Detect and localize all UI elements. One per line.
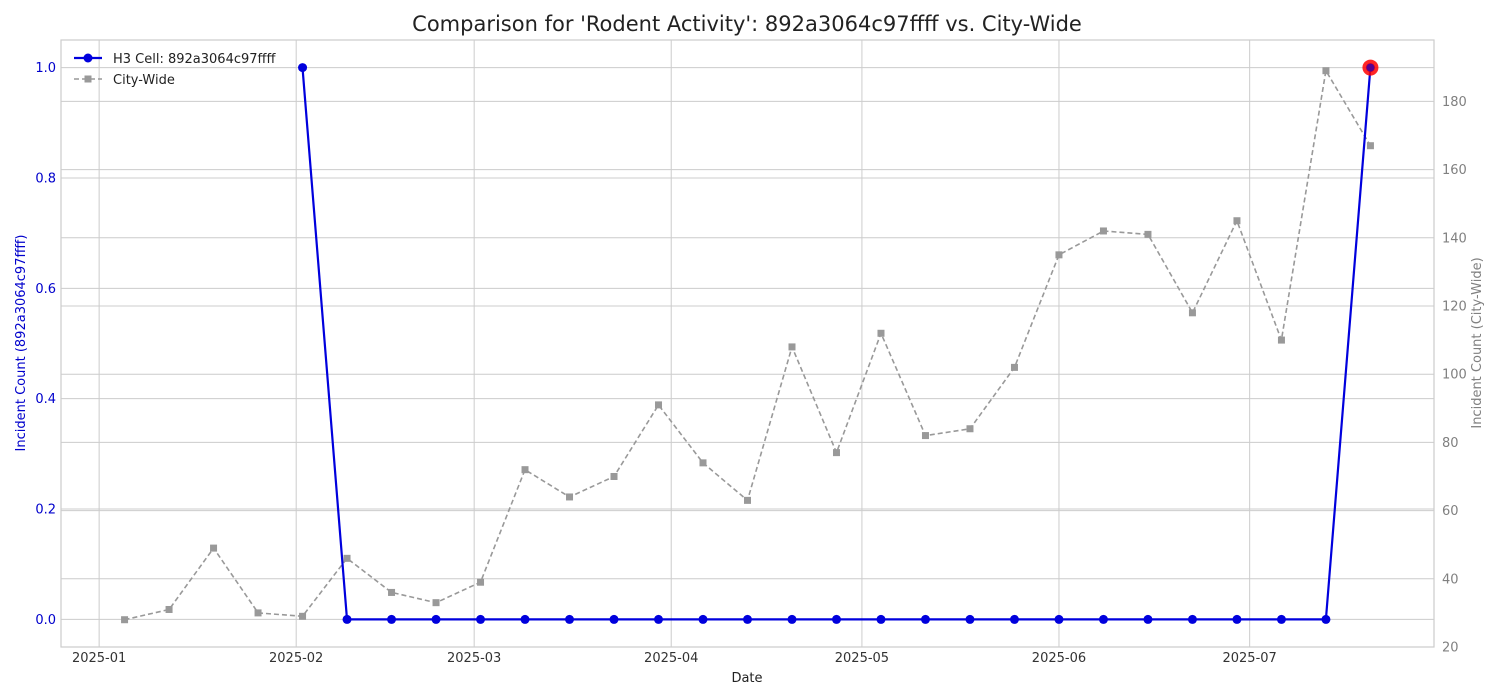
city-wide-point: [1099, 227, 1107, 235]
y-tick-label-right: 120: [1442, 299, 1467, 314]
y-axis-label-right: Incident Count (City-Wide): [1470, 257, 1485, 428]
y-tick-label-right: 180: [1442, 95, 1467, 110]
city-wide-point: [921, 432, 929, 440]
h3-cell-point: [1098, 614, 1108, 624]
city-wide-point: [1144, 230, 1152, 238]
h3-cell-point: [1276, 614, 1286, 624]
y-tick-label-right: 40: [1442, 572, 1459, 587]
y-tick-label-left: 0.2: [35, 503, 56, 518]
city-wide-point: [966, 425, 974, 433]
h3-cell-point: [1187, 614, 1197, 624]
h3-cell-point: [920, 614, 930, 624]
y-tick-label-left: 0.4: [35, 392, 56, 407]
y-tick-label-right: 60: [1442, 504, 1459, 519]
plot-frame: [60, 39, 1435, 648]
legend-label-cell: H3 Cell: 892a3064c97ffff: [113, 52, 276, 67]
city-wide-point: [1277, 336, 1285, 344]
x-tick-label: 2025-01: [72, 651, 126, 666]
legend: H3 Cell: 892a3064c97ffff City-Wide: [74, 52, 276, 88]
series-layer: [121, 59, 1379, 624]
y-axis-label-left: Incident Count (892a3064c97ffff): [14, 235, 29, 452]
city-wide-point: [655, 401, 663, 409]
h3-cell-point: [1009, 614, 1019, 624]
legend-marker-cell: [83, 53, 93, 63]
h3-cell-point: [1054, 614, 1064, 624]
city-wide-point: [1055, 251, 1063, 259]
h3-cell-point: [743, 614, 752, 624]
city-wide-point: [699, 459, 707, 467]
h3-cell-point: [565, 614, 575, 624]
x-tick-label: 2025-04: [644, 651, 698, 666]
h3-cell-point: [520, 614, 530, 624]
city-wide-point: [388, 588, 396, 596]
h3-cell-point: [1232, 614, 1242, 624]
city-wide-point: [121, 616, 129, 624]
h3-cell-point: [298, 63, 308, 73]
y-tick-label-right: 100: [1442, 368, 1467, 383]
y-tick-label-right: 160: [1442, 163, 1467, 178]
city-wide-point: [299, 612, 307, 620]
h3-cell-point: [431, 614, 441, 624]
city-wide-point: [1322, 67, 1330, 75]
h3-cell-point: [1143, 614, 1153, 624]
y-tick-label-left: 0.8: [35, 171, 56, 186]
h3-cell-point: [787, 614, 797, 624]
h3-cell-point: [1321, 614, 1331, 624]
city-wide-point: [432, 599, 440, 607]
highlight-core: [1366, 63, 1375, 72]
city-wide-point: [788, 343, 796, 351]
y-tick-label-right: 140: [1442, 231, 1467, 246]
city-wide-point: [521, 466, 529, 474]
city-wide-point: [165, 605, 173, 613]
y-tick-label-right: 20: [1442, 641, 1459, 656]
city-wide-point: [832, 449, 840, 457]
chart-title: Comparison for 'Rodent Activity': 892a30…: [412, 12, 1082, 36]
city-wide-point: [254, 609, 262, 617]
city-wide-point: [1010, 363, 1018, 371]
x-tick-label: 2025-06: [1032, 651, 1086, 666]
ticks: 2025-01 2025-02 2025-03 2025-04 2025-05 2025-…: [35, 61, 1467, 666]
h3-cell-point: [476, 614, 486, 624]
y-tick-label-left: 1.0: [35, 61, 56, 76]
h3-cell-point: [876, 614, 886, 624]
city-wide-point: [744, 496, 751, 504]
h3-cell-point: [654, 614, 664, 624]
city-wide-point: [877, 329, 885, 337]
y-tick-label-left: 0.0: [35, 613, 56, 628]
legend-label-city: City-Wide: [113, 73, 175, 88]
h3-cell-point: [609, 614, 619, 624]
x-tick-label: 2025-03: [447, 651, 501, 666]
city-wide-point: [343, 554, 351, 562]
y-tick-label-right: 80: [1442, 436, 1459, 451]
y-tick-label-left: 0.6: [35, 282, 56, 297]
city-wide-point: [1233, 217, 1241, 225]
x-tick-label: 2025-05: [835, 651, 889, 666]
city-wide-point: [210, 544, 218, 552]
city-wide-point: [610, 472, 618, 480]
x-tick-label: 2025-07: [1222, 651, 1276, 666]
h3-cell-point: [387, 614, 397, 624]
city-wide-point: [1366, 142, 1374, 150]
h3-cell-point: [831, 614, 841, 624]
h3-cell-point: [965, 614, 975, 624]
legend-marker-city: [84, 75, 92, 83]
h3-cell-point: [698, 614, 708, 624]
city-wide-point: [477, 578, 485, 586]
h3-cell-point: [342, 614, 352, 624]
x-axis-label: Date: [731, 671, 762, 686]
x-tick-label: 2025-02: [269, 651, 323, 666]
city-wide-point: [1188, 309, 1196, 317]
city-wide-point: [566, 493, 574, 501]
